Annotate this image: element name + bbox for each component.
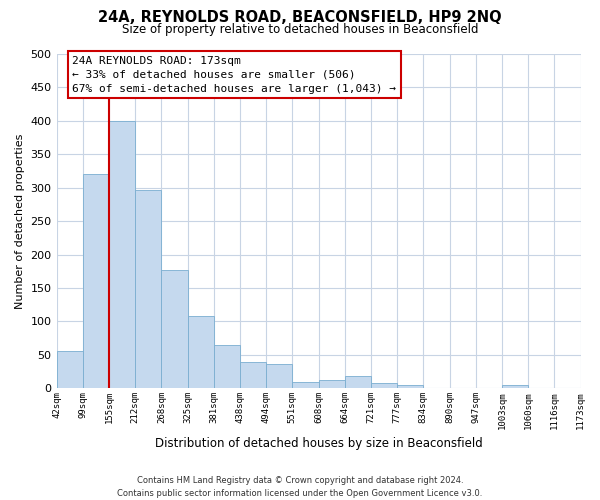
Bar [371,383,397,388]
Bar [161,270,188,388]
Bar [266,364,292,388]
Bar [56,352,83,389]
Text: Contains HM Land Registry data © Crown copyright and database right 2024.
Contai: Contains HM Land Registry data © Crown c… [118,476,482,498]
Text: 24A REYNOLDS ROAD: 173sqm
← 33% of detached houses are smaller (506)
67% of semi: 24A REYNOLDS ROAD: 173sqm ← 33% of detac… [72,56,396,94]
Bar [397,385,424,388]
Bar [135,190,161,388]
Bar [240,362,266,388]
Text: 24A, REYNOLDS ROAD, BEACONSFIELD, HP9 2NQ: 24A, REYNOLDS ROAD, BEACONSFIELD, HP9 2N… [98,10,502,25]
Bar [188,316,214,388]
Bar [109,121,135,388]
Bar [214,345,240,389]
Bar [319,380,345,388]
Bar [502,385,528,388]
Bar [292,382,319,388]
Text: Size of property relative to detached houses in Beaconsfield: Size of property relative to detached ho… [122,22,478,36]
Bar [83,174,109,388]
Bar [345,376,371,388]
Y-axis label: Number of detached properties: Number of detached properties [15,134,25,309]
X-axis label: Distribution of detached houses by size in Beaconsfield: Distribution of detached houses by size … [155,437,482,450]
